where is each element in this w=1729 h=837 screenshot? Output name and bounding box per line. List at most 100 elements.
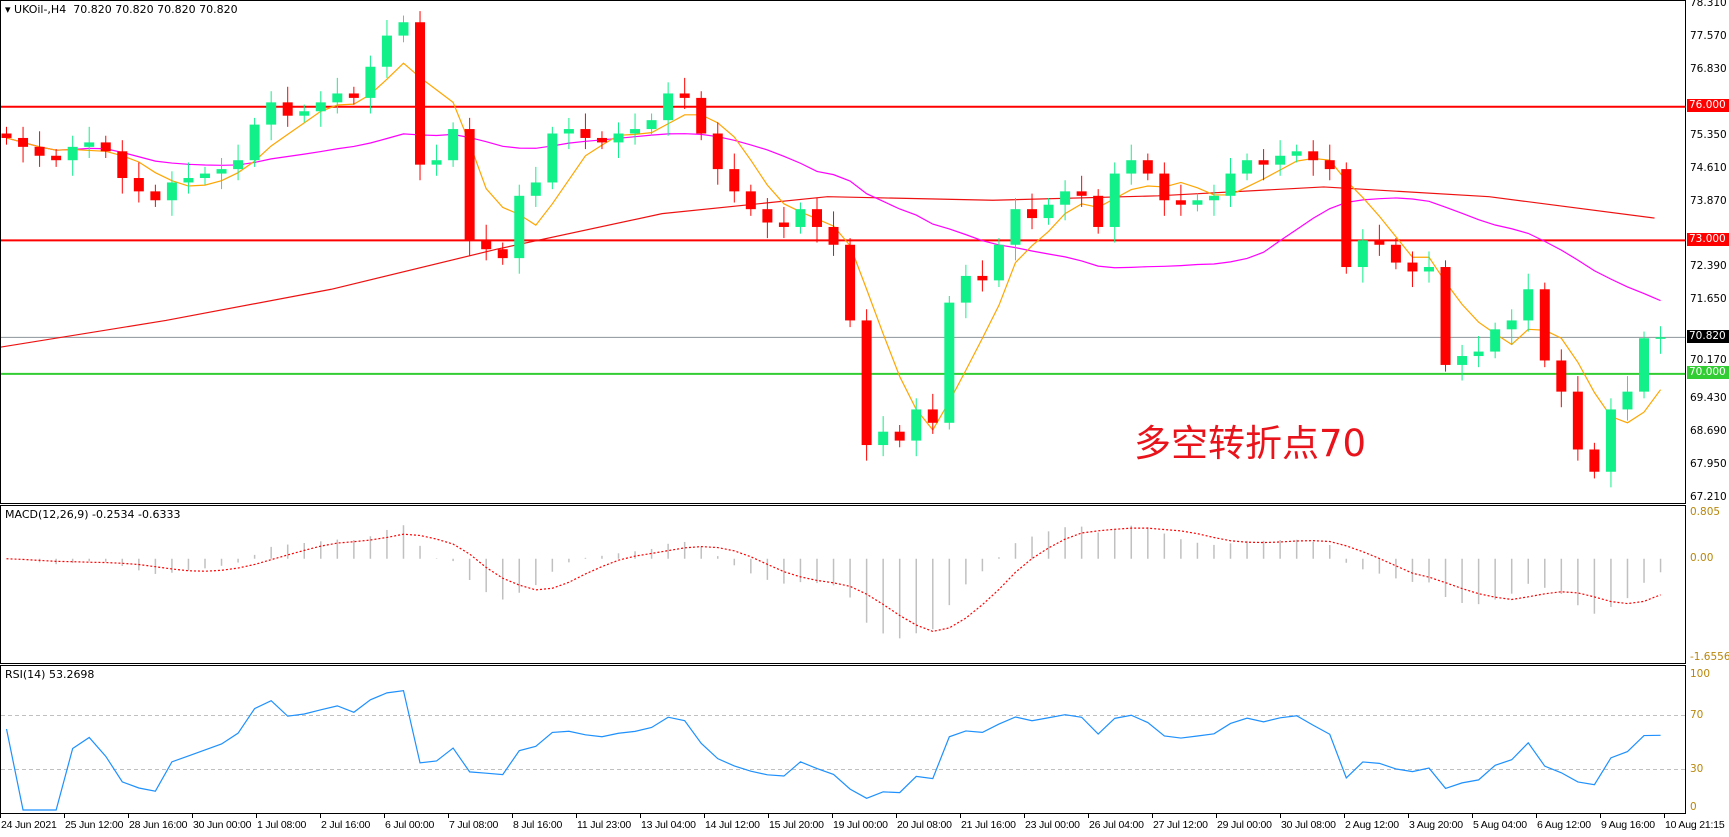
candle	[67, 135, 78, 176]
candle-body	[415, 22, 426, 165]
candle	[1639, 331, 1650, 399]
time-tick	[960, 814, 961, 818]
candle-body	[332, 93, 343, 103]
slow-ma-line	[1, 186, 1655, 348]
time-tick-label: 24 Jun 2021	[1, 819, 57, 831]
time-tick	[320, 814, 321, 818]
candle	[150, 184, 161, 207]
candle	[133, 162, 144, 203]
time-tick-label: 30 Jun 00:00	[193, 819, 252, 831]
candle	[663, 82, 674, 136]
symbol-header: ▾ UKOil-,H4 70.820 70.820 70.820 70.820	[5, 3, 238, 16]
time-tick-label: 11 Jul 23:00	[577, 819, 632, 831]
candle	[117, 140, 128, 194]
macd-label: MACD(12,26,9) -0.2534 -0.6333	[5, 508, 181, 521]
candle	[696, 91, 707, 141]
time-tick	[1408, 814, 1409, 818]
candle	[993, 238, 1004, 288]
price-chart-panel[interactable]: ▾ UKOil-,H4 70.820 70.820 70.820 70.820 …	[0, 0, 1686, 504]
candle-body	[679, 93, 690, 98]
candle-body	[646, 120, 657, 130]
candle	[1423, 251, 1434, 283]
candle	[266, 91, 277, 141]
candle-body	[729, 169, 740, 192]
candle-body	[795, 209, 806, 227]
candle-body	[745, 191, 756, 210]
candle	[944, 295, 955, 430]
candle-body	[34, 146, 45, 156]
candle-body	[67, 146, 78, 161]
price-tick-label: 76.830	[1690, 62, 1727, 75]
candle	[348, 86, 359, 105]
price-tick-label: 77.570	[1690, 29, 1727, 42]
candle-body	[166, 182, 177, 201]
candle	[34, 131, 45, 167]
collapse-triangle-icon[interactable]: ▾	[5, 3, 15, 16]
candle	[183, 162, 194, 194]
candle	[1258, 149, 1269, 181]
candle	[927, 393, 938, 434]
candle	[762, 198, 773, 239]
time-tick	[1344, 814, 1345, 818]
candle	[100, 135, 111, 158]
candle-body	[1423, 267, 1434, 272]
time-tick-label: 6 Aug 12:00	[1537, 819, 1591, 831]
ohlc-values: 70.820 70.820 70.820 70.820	[73, 3, 238, 16]
candle	[596, 131, 607, 150]
candle-body	[547, 133, 558, 183]
time-tick	[832, 814, 833, 818]
price-tick-label: 73.870	[1690, 194, 1727, 207]
candle-body	[348, 93, 359, 98]
candle-body	[613, 133, 624, 143]
price-tick-label: 69.430	[1690, 392, 1727, 405]
candle-body	[630, 129, 641, 134]
time-tick	[1664, 814, 1665, 818]
price-axis[interactable]: 78.310 77.570 76.830 75.350 74.610 73.870 72.3…	[1686, 0, 1729, 504]
candle	[745, 184, 756, 216]
candle	[547, 126, 558, 190]
rsi-panel[interactable]: RSI(14) 53.2698	[0, 665, 1686, 814]
candle	[398, 15, 409, 43]
time-tick-label: 29 Jul 00:00	[1217, 819, 1272, 831]
candle	[166, 171, 177, 216]
candle	[1060, 180, 1071, 221]
candle-body	[216, 169, 227, 174]
candle-body	[1275, 155, 1286, 165]
macd-panel[interactable]: MACD(12,26,9) -0.2534 -0.6333	[0, 505, 1686, 664]
time-tick-label: 30 Jul 08:00	[1281, 819, 1336, 831]
candle-body	[1506, 320, 1517, 330]
mid-ma-line	[6, 133, 1661, 302]
candle	[613, 122, 624, 158]
time-tick-label: 28 Jun 16:00	[129, 819, 188, 831]
candle-body	[299, 111, 310, 116]
candle	[630, 113, 641, 145]
candle-body	[1490, 329, 1501, 352]
candle-body	[1060, 191, 1071, 205]
candle-body	[1, 133, 12, 138]
time-tick-label: 2 Jul 16:00	[321, 819, 371, 831]
time-tick-label: 9 Aug 16:00	[1601, 819, 1655, 831]
candle-body	[1390, 244, 1401, 263]
candle-body	[596, 137, 607, 143]
candle	[679, 77, 690, 110]
price-tick-label: 67.210	[1690, 491, 1727, 503]
candle	[1622, 376, 1633, 421]
rsi-axis: 100 70 30 0	[1686, 665, 1729, 814]
candle-body	[448, 129, 459, 161]
candle-body	[365, 66, 376, 98]
time-tick	[640, 814, 641, 818]
candle	[1142, 153, 1153, 181]
candle	[1605, 398, 1616, 488]
candle	[960, 264, 971, 319]
candle	[1357, 229, 1368, 283]
candle-body	[894, 431, 905, 441]
candle-body	[878, 431, 889, 446]
price-level-tag: 73.000	[1687, 232, 1729, 246]
candle-body	[1076, 191, 1087, 196]
time-tick-label: 23 Jul 00:00	[1025, 819, 1080, 831]
candle	[365, 55, 376, 114]
time-tick-label: 27 Jul 12:00	[1153, 819, 1208, 831]
candle	[299, 104, 310, 123]
candle-body	[1027, 209, 1038, 219]
price-tick-label: 74.610	[1690, 161, 1727, 174]
